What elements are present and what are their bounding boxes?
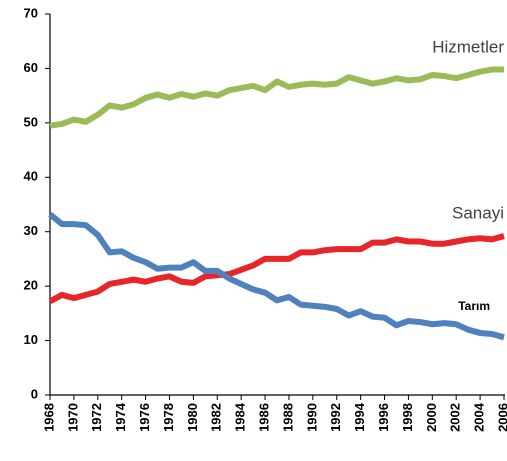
x-tick-label: 2006 [495, 403, 507, 432]
y-tick-label: 20 [24, 278, 38, 293]
x-tick-label: 2002 [448, 403, 463, 432]
x-tick-label: 1986 [256, 403, 271, 432]
y-tick-label: 50 [24, 114, 38, 129]
y-tick-label: 0 [31, 386, 38, 401]
x-tick-label: 1988 [280, 403, 295, 432]
x-tick-label: 1990 [304, 403, 319, 432]
series-line [49, 66, 504, 129]
x-tick-label: 1978 [161, 403, 176, 432]
x-tick-label: 1974 [113, 402, 128, 432]
x-tick-label: 1996 [376, 403, 391, 432]
series-line [48, 211, 505, 341]
x-tick-label: 1976 [137, 403, 152, 432]
x-tick-label: 1998 [400, 403, 415, 432]
x-tick-label: 1992 [328, 403, 343, 432]
x-tick-label: 1982 [209, 403, 224, 432]
x-tick-label: 1968 [41, 403, 56, 432]
y-tick-label: 70 [24, 5, 38, 20]
x-tick-label: 1972 [89, 403, 104, 432]
x-tick-label: 1980 [185, 403, 200, 432]
series-line [48, 233, 505, 305]
y-tick-label: 30 [24, 223, 38, 238]
series-label: Hizmetler [432, 37, 504, 56]
series-label: Sanayi [452, 203, 504, 222]
x-tick-label: 1994 [352, 402, 367, 432]
x-tick-label: 2000 [424, 403, 439, 432]
y-tick-label: 40 [24, 169, 38, 184]
x-tick-label: 2004 [472, 402, 487, 432]
y-tick-label: 60 [24, 60, 38, 75]
x-tick-label: 1984 [233, 402, 248, 432]
series-label: Tarım [458, 299, 490, 313]
y-tick-label: 10 [24, 332, 38, 347]
x-tick-label: 1970 [65, 403, 80, 432]
